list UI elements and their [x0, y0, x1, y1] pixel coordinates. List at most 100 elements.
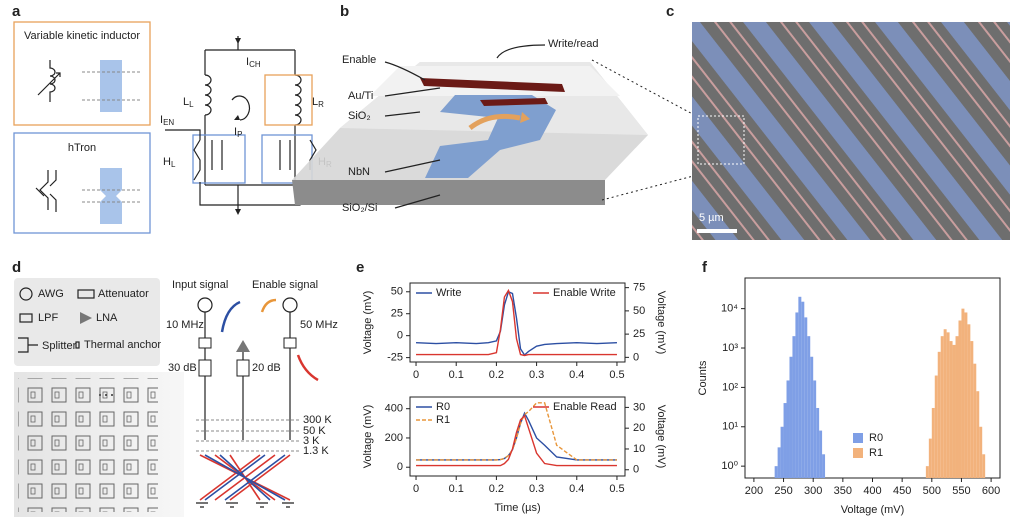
legend-label: R0: [436, 401, 450, 413]
histogram-bar: [816, 407, 820, 478]
x-tick-label: 0.4: [569, 369, 584, 381]
legend-label: LNA: [96, 312, 118, 324]
y2-tick-label: 10: [633, 443, 645, 455]
legend-label: AWG: [38, 288, 64, 300]
y2-axis-label: Voltage (mV): [655, 291, 667, 355]
panel-label: b: [340, 3, 349, 20]
histogram-bar: [780, 426, 784, 478]
circuit-label: 50 MHz: [300, 319, 338, 331]
plot-frame: [409, 396, 626, 477]
histogram-bar: [964, 312, 968, 478]
x-tick-label: 0.1: [449, 369, 464, 381]
y-axis-label: Voltage (mV): [362, 405, 374, 469]
y-tick-label: 0: [397, 330, 403, 342]
x-tick-label: 0.5: [609, 483, 624, 495]
histogram-bar: [807, 336, 811, 478]
circuit-label: LL: [183, 96, 194, 109]
legend-label: Thermal anchor: [84, 339, 161, 351]
box-title: Variable kinetic inductor: [24, 30, 140, 42]
circuit-label: ICH: [246, 56, 261, 69]
histogram-bar: [967, 324, 971, 478]
layer-label: Enable: [342, 54, 376, 66]
circuit-label: HL: [163, 156, 176, 169]
histogram-bar: [958, 320, 962, 478]
histogram-bar: [946, 332, 950, 478]
histogram-bar: [970, 341, 974, 478]
histogram-bar: [786, 380, 790, 478]
scale-bar-label: 5 µm: [699, 212, 724, 224]
temperature-label: 1.3 K: [303, 445, 329, 457]
y2-tick-label: 75: [633, 282, 645, 294]
x-tick-label: 0.2: [489, 483, 504, 495]
series-line: [415, 290, 617, 357]
histogram-bar: [928, 438, 932, 478]
temperature-label: 50 K: [303, 425, 326, 437]
layer-label: SiO₂: [348, 110, 371, 122]
circuit-label: 20 dB: [252, 362, 281, 374]
legend-label: R1: [869, 447, 883, 459]
y-tick-label: 10⁰: [721, 460, 738, 472]
x-tick-label: 250: [774, 485, 792, 497]
histogram-bar: [810, 356, 814, 478]
y-tick-label: 400: [385, 403, 403, 415]
panel-d: AWG Attenuator LPF LNA Splitter Thermal …: [14, 278, 338, 517]
panel-label: e: [356, 259, 364, 276]
histogram-bar: [952, 344, 956, 478]
layer-label: NbN: [348, 166, 370, 178]
legend-label: Attenuator: [98, 288, 149, 300]
panel-label: f: [702, 259, 708, 276]
x-axis-label: Voltage (mV): [841, 504, 905, 516]
histogram-bar: [819, 430, 823, 478]
histogram-bar: [949, 341, 953, 478]
layer-label: Write/read: [548, 38, 599, 50]
y-tick-label: 10¹: [722, 421, 738, 433]
x-tick-label: 0.4: [569, 483, 584, 495]
series-line: [416, 414, 617, 467]
histogram-bar: [982, 454, 986, 478]
panel-a: Variable kinetic inductor hTron ICH LL L…: [13, 21, 332, 234]
histogram-bar: [792, 336, 796, 478]
histogram-bar: [777, 447, 781, 478]
y2-tick-label: 50: [633, 305, 645, 317]
circuit-label: IP: [234, 126, 242, 139]
series-line: [416, 288, 617, 357]
x-tick-label: 450: [893, 485, 911, 497]
histogram-bar: [798, 296, 802, 478]
y-tick-label: 50: [391, 286, 403, 298]
histogram-bar: [801, 301, 805, 478]
histogram-bar: [813, 380, 817, 478]
y-axis-label: Voltage (mV): [362, 291, 374, 355]
layer-label: SiO₂/Si: [342, 202, 377, 214]
x-tick-label: 550: [952, 485, 970, 497]
x-axis-label: Time (µs): [494, 502, 540, 514]
y-axis-label: Counts: [697, 360, 709, 395]
histogram-bar: [822, 454, 826, 478]
x-tick-label: 0.5: [609, 369, 624, 381]
y2-tick-label: 25: [633, 328, 645, 340]
x-tick-label: 0.3: [529, 483, 544, 495]
y-tick-label: 200: [385, 432, 403, 444]
circuit-label: LR: [312, 96, 324, 109]
circuit-label: IEN: [160, 114, 174, 127]
panel-c: 5 µm: [692, 22, 1010, 240]
panel-label: c: [666, 3, 674, 20]
histogram-bar: [783, 403, 787, 478]
temperature-label: 300 K: [303, 414, 332, 426]
panel-label: d: [12, 259, 21, 276]
y2-tick-label: 0: [633, 464, 639, 476]
circuit-label: 30 dB: [168, 362, 197, 374]
x-tick-label: 0: [413, 369, 419, 381]
legend-swatch: [853, 433, 863, 443]
legend-label: Enable Read: [553, 401, 617, 413]
box-title: hTron: [68, 142, 96, 154]
histogram-bar: [940, 336, 944, 478]
y-tick-label: 10²: [722, 381, 738, 393]
x-tick-label: 600: [982, 485, 1000, 497]
x-tick-label: 200: [745, 485, 763, 497]
histogram-bar: [955, 336, 959, 478]
histogram-bar: [976, 391, 980, 478]
x-tick-label: 0.1: [449, 483, 464, 495]
x-tick-label: 0.3: [529, 369, 544, 381]
